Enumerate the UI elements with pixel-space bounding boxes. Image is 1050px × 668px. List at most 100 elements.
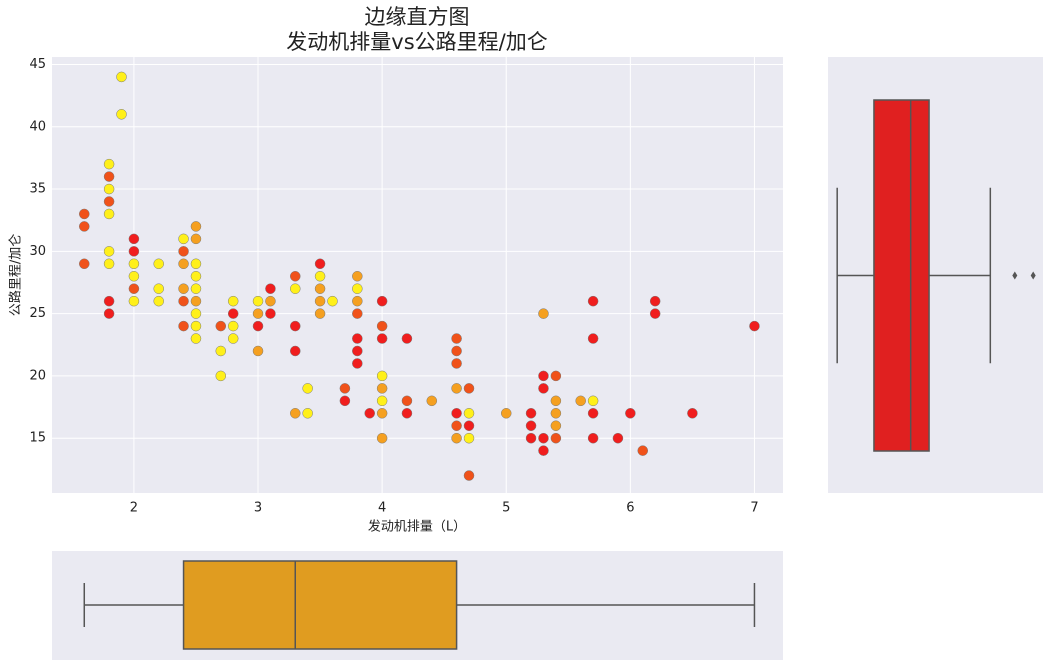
point (178, 320, 189, 332)
point (178, 233, 189, 245)
point (314, 283, 326, 294)
point (637, 445, 649, 456)
point (463, 383, 475, 394)
point (290, 345, 301, 357)
point (339, 383, 351, 394)
point (215, 345, 227, 357)
point (649, 308, 661, 319)
point (190, 270, 202, 282)
point (451, 358, 462, 369)
x-tick-label: 4 (378, 501, 386, 516)
point (463, 408, 475, 419)
point (252, 320, 264, 332)
point (314, 308, 326, 319)
point (376, 408, 388, 419)
point (550, 395, 562, 407)
point (314, 258, 326, 270)
point (352, 345, 363, 357)
point (103, 246, 115, 257)
point (451, 345, 462, 357)
point (364, 408, 375, 419)
y-tick-label: 40 (29, 119, 46, 134)
point (538, 432, 549, 444)
point (376, 333, 388, 344)
y-tick-label: 25 (29, 306, 46, 321)
point (451, 432, 462, 444)
box (182, 560, 458, 650)
point (302, 408, 313, 419)
y-tick-label: 20 (29, 368, 46, 383)
point (339, 395, 351, 407)
point (314, 270, 326, 282)
outlier (1012, 271, 1018, 280)
point (352, 308, 363, 319)
point (265, 283, 276, 294)
point (128, 283, 140, 294)
point (128, 270, 140, 282)
point (302, 383, 313, 394)
point (525, 408, 537, 419)
point (178, 283, 189, 294)
point (376, 432, 388, 444)
point (749, 320, 760, 332)
point (190, 258, 202, 270)
point (525, 420, 537, 431)
point (451, 333, 462, 344)
point (215, 370, 227, 382)
point (538, 383, 549, 394)
point (649, 295, 661, 307)
point (116, 109, 127, 120)
point (550, 432, 562, 444)
point (525, 432, 537, 444)
box (873, 99, 930, 452)
point (290, 320, 301, 332)
x-axis-label: 发动机排量（L） (368, 519, 466, 535)
y-axis-label: 公路里程/加仑 (8, 234, 24, 316)
point (376, 395, 388, 407)
point (103, 196, 115, 207)
point (612, 432, 624, 444)
point (587, 333, 599, 344)
point (103, 183, 115, 195)
point (451, 420, 462, 431)
point (128, 233, 140, 245)
point (352, 333, 363, 344)
plot-area (52, 57, 783, 493)
point (500, 408, 512, 419)
point (103, 295, 115, 307)
outlier (1030, 271, 1036, 280)
point (587, 295, 599, 307)
point (290, 270, 301, 282)
x-tick-label: 3 (254, 501, 262, 516)
point (314, 295, 326, 307)
point (451, 383, 462, 394)
x-tick-label: 6 (626, 501, 634, 516)
point (451, 408, 462, 419)
point (352, 358, 363, 369)
point (79, 208, 90, 220)
point (587, 432, 599, 444)
point (538, 308, 549, 319)
point (376, 320, 388, 332)
y-tick-label: 30 (29, 244, 46, 259)
point (190, 221, 202, 232)
point (550, 420, 562, 431)
point (587, 408, 599, 419)
point (376, 295, 388, 307)
chart-subtitle: 发动机排量vs公路里程/加仑 (286, 30, 547, 54)
point (538, 370, 549, 382)
point (153, 295, 164, 307)
point (190, 233, 202, 245)
point (252, 308, 264, 319)
y-tick-label: 45 (29, 57, 46, 72)
point (190, 333, 202, 344)
point (227, 333, 239, 344)
point (463, 420, 475, 431)
point (103, 171, 115, 182)
point (190, 295, 202, 307)
point (463, 432, 475, 444)
point (178, 258, 189, 270)
point (352, 295, 363, 307)
